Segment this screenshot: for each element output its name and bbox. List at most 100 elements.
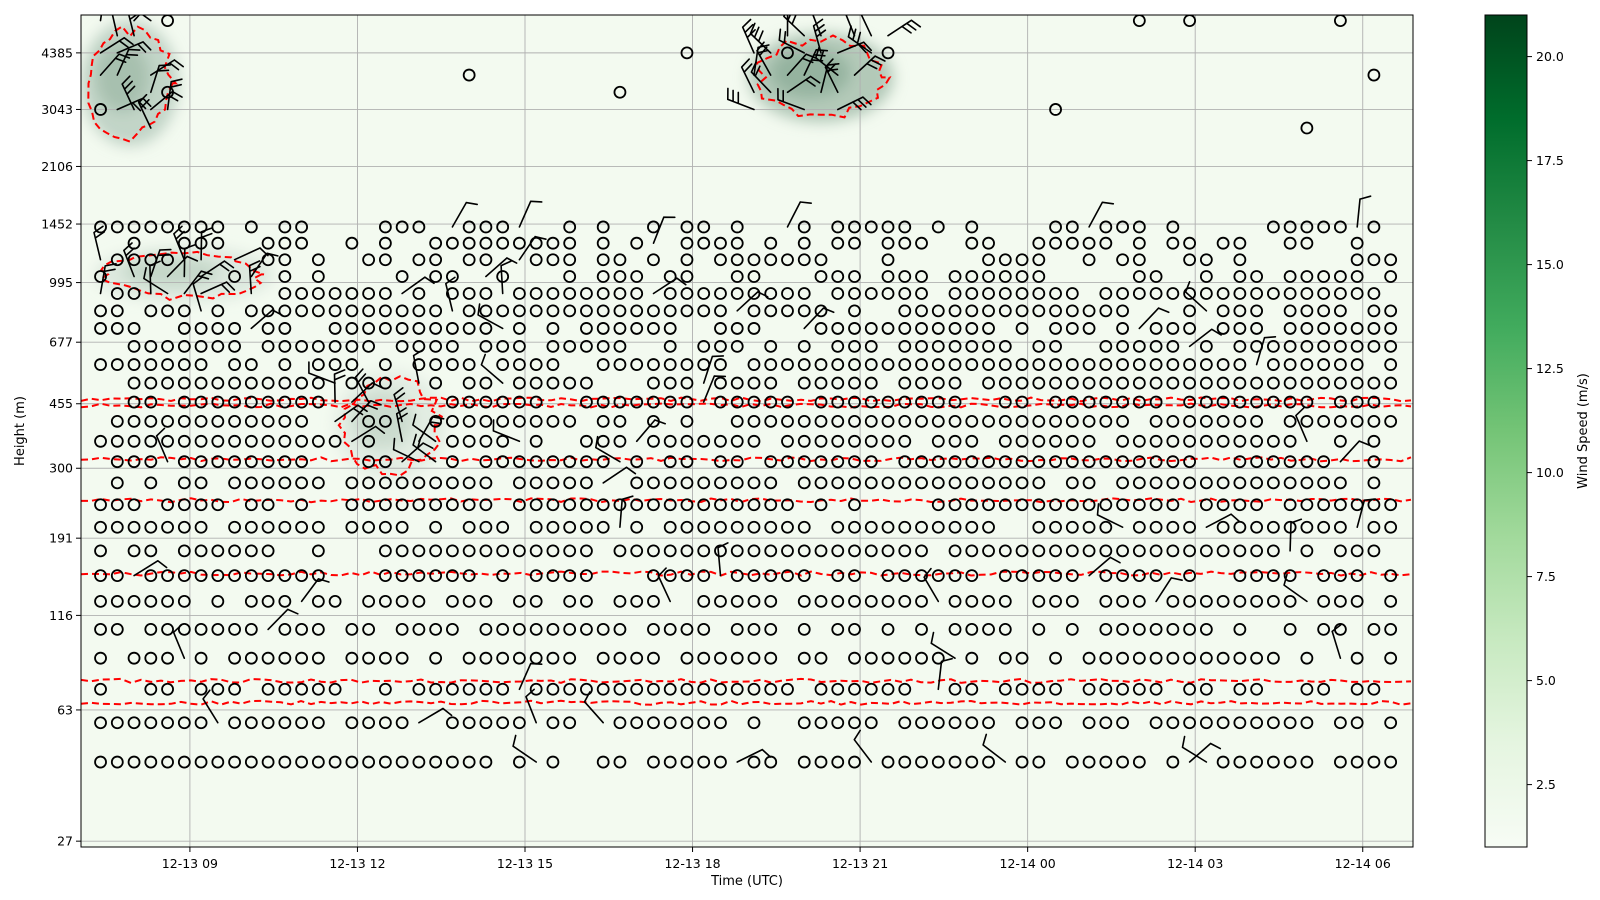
calm-circle [730,414,744,428]
calm-circle [1116,716,1129,730]
calm-circle [848,682,861,696]
calm-circle [1166,498,1180,512]
calm-circle [1082,544,1096,558]
calm-circle [697,569,711,582]
calm-circle [982,716,995,730]
calm-circle [797,376,811,390]
calm-circle [1300,755,1314,769]
calm-circle [261,322,275,335]
calm-circle [1233,287,1247,300]
calm-circle [864,339,878,353]
calm-circle [395,304,409,318]
calm-circle [730,322,744,335]
calm-circle [848,716,861,730]
calm-circle [663,569,677,582]
calm-circle [613,651,627,665]
calm-circle [362,253,376,267]
calm-circle [814,651,828,665]
calm-circle [764,476,778,490]
calm-circle [311,304,325,318]
calm-circle [814,376,828,390]
calm-circle [1233,322,1247,335]
calm-circle [831,395,845,409]
calm-circle [395,322,409,335]
calm-circle [278,376,292,390]
calm-circle [915,520,928,534]
calm-circle [1032,622,1046,636]
calm-circle [1266,569,1280,582]
x-tick-label: 12-14 06 [1335,856,1391,871]
calm-circle [1166,476,1180,490]
calm-circle [1317,270,1331,283]
calm-circle [127,253,141,267]
calm-circle [982,520,995,534]
calm-circle [1216,358,1230,371]
calm-circle [177,544,191,558]
calm-circle [1233,622,1247,636]
calm-circle [429,682,443,696]
calm-circle [1116,755,1129,769]
calm-circle [278,236,292,250]
calm-circle [747,270,761,283]
calm-circle [496,358,510,371]
calm-circle [1350,414,1364,428]
calm-circle [730,376,744,390]
calm-circle [714,287,727,300]
y-tick-label: 455 [49,396,73,411]
wind-barb [99,37,134,54]
calm-circle [948,682,962,696]
calm-circle [1350,358,1364,371]
calm-circle [663,287,677,300]
calm-circle [663,358,677,371]
calm-circle [697,498,711,512]
calm-circle [311,682,325,696]
wind-barb [860,15,873,37]
calm-circle [1283,434,1297,448]
calm-circle [244,594,258,608]
calm-circle [1149,358,1163,371]
calm-circle [596,395,610,409]
calm-circle [1132,682,1146,696]
calm-circle [127,455,141,469]
calm-circle [362,287,376,300]
calm-circle [898,358,912,371]
calm-circle [94,220,107,234]
calm-circle [998,544,1012,558]
calm-circle [1250,498,1264,512]
calm-circle [1015,716,1029,730]
calm-circle [965,220,979,234]
calm-circle [244,455,258,469]
calm-circle [546,498,560,512]
calm-circle [647,395,660,409]
calm-circle [177,322,191,335]
calm-circle [529,476,543,490]
calm-circle [613,594,627,608]
calm-circle [814,476,828,490]
calm-circle [697,682,711,696]
wind-barb [1096,503,1124,528]
calm-circle [898,476,912,490]
calm-circle [1266,395,1280,409]
calm-circle [881,322,895,335]
wind-barb [853,55,886,76]
calm-circle [1233,414,1247,428]
calm-circle [680,236,694,250]
calm-circle [680,434,694,448]
calm-circle [1333,716,1347,730]
calm-circle [1183,376,1197,390]
calm-circle [1166,651,1180,665]
calm-circle [278,414,292,428]
calm-circle [546,253,560,267]
calm-circle [194,236,208,250]
calm-circle [714,651,727,665]
calm-circle [194,434,208,448]
calm-circle [513,716,526,730]
calm-circle [395,520,409,534]
calm-circle [1333,498,1347,512]
calm-circle [965,304,979,318]
calm-circle [445,569,459,582]
calm-circle [915,594,928,608]
calm-circle [730,287,744,300]
calm-circle [1333,358,1347,371]
calm-circle [161,304,174,318]
